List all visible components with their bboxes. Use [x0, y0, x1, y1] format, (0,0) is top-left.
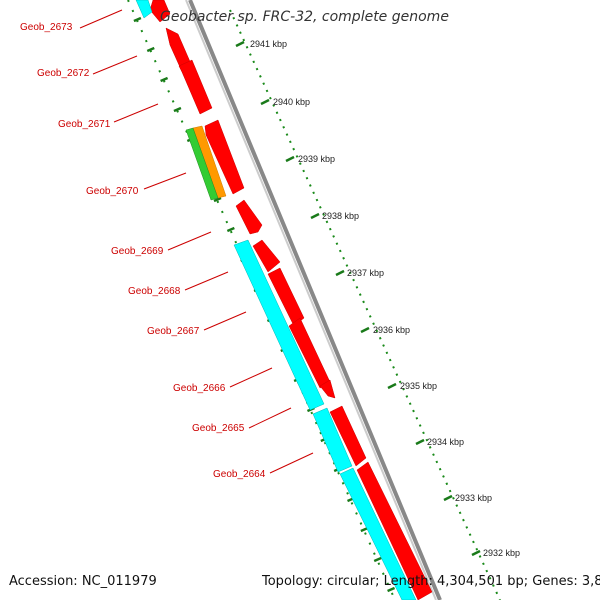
gene-geob-2665-reverse[interactable] [312, 407, 353, 473]
gene-labels: Geob_2673 Geob_2672 Geob_2671 Geob_2670 … [20, 22, 266, 480]
scale-label-2941: 2941 kbp [250, 39, 287, 49]
inner-tick [387, 586, 396, 593]
gene-geob-2670-green[interactable] [185, 127, 219, 201]
gene-label-geob-2672[interactable]: Geob_2672 [37, 68, 90, 79]
gene-label-geob-2671[interactable]: Geob_2671 [58, 119, 111, 130]
gene-label-geob-2669[interactable]: Geob_2669 [111, 246, 164, 257]
scale-tick [471, 549, 481, 557]
gene-geob-2667-forward[interactable] [267, 267, 305, 327]
gene-geob-2667-reverse[interactable] [233, 239, 325, 411]
scale-tick [360, 326, 370, 334]
gene-label-geob-2667[interactable]: Geob_2667 [147, 326, 200, 337]
gene-label-geob-2673[interactable]: Geob_2673 [20, 22, 73, 33]
scale-tick [335, 269, 345, 277]
inner-tick [133, 16, 142, 23]
gene-geob-2664-reverse[interactable] [339, 467, 417, 600]
inner-tick [173, 106, 182, 113]
gene-geob-2671-forward[interactable] [178, 59, 213, 115]
scale-label-2934: 2934 kbp [427, 437, 464, 447]
gene-label-geob-2668[interactable]: Geob_2668 [128, 286, 181, 297]
accession-text: Accession: NC_011979 [9, 574, 157, 589]
gene-label-geob-2665[interactable]: Geob_2665 [192, 423, 245, 434]
scale-label-2940: 2940 kbp [273, 97, 310, 107]
scale-label-2936: 2936 kbp [373, 325, 410, 335]
reverse-genes [135, 0, 417, 600]
genome-backbone [188, 0, 442, 600]
scale-tick [235, 40, 245, 48]
scale-tick [310, 212, 320, 220]
inner-tick [226, 226, 235, 233]
gene-geob-2670-forward[interactable] [204, 119, 245, 195]
genome-summary-text: Topology: circular; Length: 4,304,501 bp… [262, 574, 600, 589]
scale-ticks [235, 40, 481, 557]
scale-tick [285, 155, 295, 163]
inner-tick [213, 196, 222, 203]
scale-tick [443, 494, 453, 502]
scale-label-2937: 2937 kbp [347, 268, 384, 278]
gene-label-geob-2670[interactable]: Geob_2670 [86, 186, 139, 197]
forward-genes [149, 0, 433, 600]
scale-label-2932: 2932 kbp [483, 548, 520, 558]
scale-label-2935: 2935 kbp [400, 381, 437, 391]
scale-tick [387, 382, 397, 390]
gene-label-lines [79, 9, 314, 474]
gene-geob-2664-forward-b[interactable] [356, 461, 433, 600]
gene-geob-2665-forward[interactable] [319, 379, 336, 399]
gene-geob-2668-forward[interactable] [252, 239, 281, 273]
genome-title: Geobacter sp. FRC-32, complete genome [160, 9, 449, 25]
inner-tick [160, 76, 169, 83]
scale-labels: 2941 kbp 2940 kbp 2939 kbp 2938 kbp 2937… [250, 39, 520, 558]
gene-geob-2669-forward[interactable] [235, 199, 263, 235]
scale-label-2933: 2933 kbp [455, 493, 492, 503]
scale-label-2938: 2938 kbp [322, 211, 359, 221]
scale-label-2939: 2939 kbp [298, 154, 335, 164]
gene-geob-2664-forward-a[interactable] [329, 405, 367, 467]
inner-tick [373, 556, 382, 563]
genome-backbone-shadow [185, 0, 437, 600]
scale-tick [415, 438, 425, 446]
gene-geob-2673-reverse[interactable] [135, 0, 153, 19]
gene-label-geob-2666[interactable]: Geob_2666 [173, 383, 226, 394]
scale-tick [260, 98, 270, 106]
gene-label-geob-2664[interactable]: Geob_2664 [213, 469, 266, 480]
inner-tick [146, 46, 155, 53]
